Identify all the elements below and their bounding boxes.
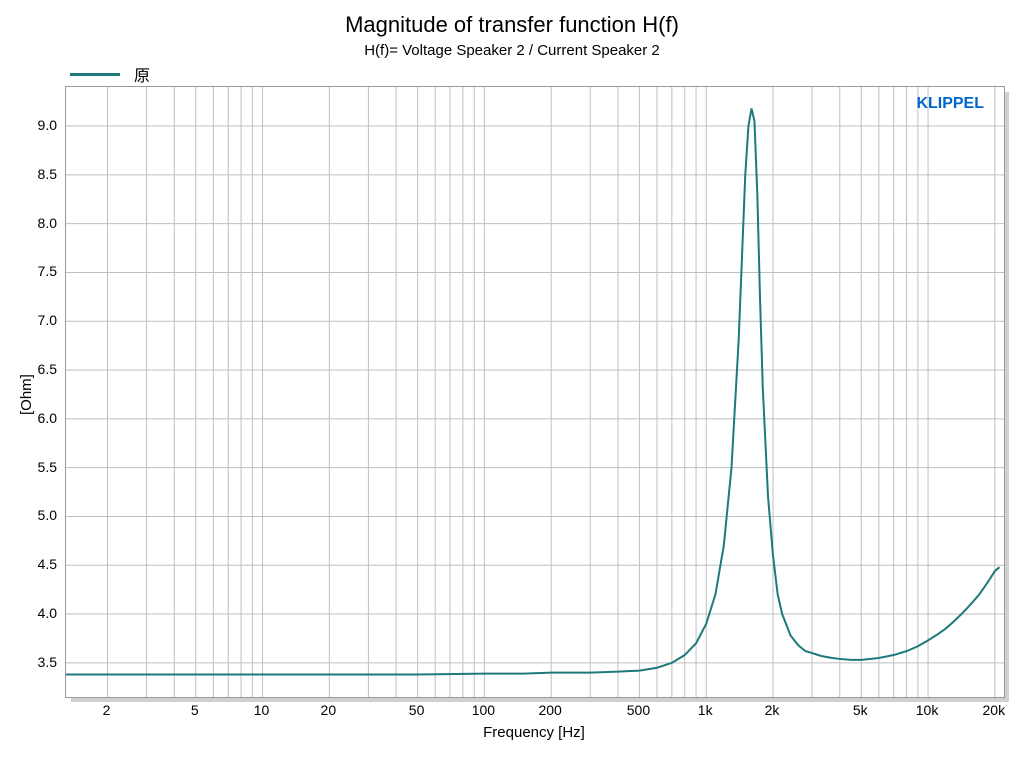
y-tick: 6.0 xyxy=(38,410,57,426)
legend-swatch xyxy=(70,73,120,76)
x-tick: 50 xyxy=(409,702,425,718)
y-tick: 7.5 xyxy=(38,263,57,279)
x-tick: 500 xyxy=(627,702,650,718)
chart-container: { "title": { "text":"Magnitude of transf… xyxy=(0,0,1024,768)
y-tick: 9.0 xyxy=(38,117,57,133)
x-tick: 10k xyxy=(916,702,939,718)
y-tick: 5.5 xyxy=(38,459,57,475)
x-tick: 1k xyxy=(698,702,713,718)
y-tick: 7.0 xyxy=(38,312,57,328)
brand-label: KLIPPEL xyxy=(916,95,984,113)
x-tick: 20 xyxy=(321,702,337,718)
x-tick: 10 xyxy=(254,702,270,718)
chart-title: Magnitude of transfer function H(f) xyxy=(0,12,1024,38)
y-tick: 5.0 xyxy=(38,507,57,523)
x-axis-label: Frequency [Hz] xyxy=(483,724,585,741)
x-tick: 2 xyxy=(103,702,111,718)
x-tick: 200 xyxy=(538,702,561,718)
legend: 原 xyxy=(70,62,150,86)
y-axis-label: [Ohm] xyxy=(18,374,35,415)
legend-label: 原 xyxy=(134,62,150,86)
x-tick: 5 xyxy=(191,702,199,718)
y-tick: 8.5 xyxy=(38,166,57,182)
x-tick: 5k xyxy=(853,702,868,718)
y-tick: 3.5 xyxy=(38,654,57,670)
x-tick: 100 xyxy=(472,702,495,718)
plot-area: KLIPPEL xyxy=(65,86,1005,698)
plot-svg xyxy=(66,87,1004,697)
x-tick: 20k xyxy=(983,702,1006,718)
chart-subtitle: H(f)= Voltage Speaker 2 / Current Speake… xyxy=(0,42,1024,59)
y-tick: 4.0 xyxy=(38,605,57,621)
series-原 xyxy=(66,108,1000,674)
y-tick: 8.0 xyxy=(38,215,57,231)
y-tick: 4.5 xyxy=(38,556,57,572)
y-tick: 6.5 xyxy=(38,361,57,377)
x-tick: 2k xyxy=(765,702,780,718)
